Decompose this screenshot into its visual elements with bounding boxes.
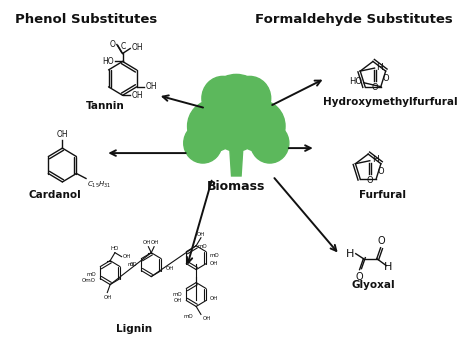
Text: OH: OH <box>173 298 182 303</box>
Text: Hydroxymethylfurfural: Hydroxymethylfurfural <box>323 97 457 107</box>
Text: O: O <box>129 262 134 266</box>
Text: Glyoxal: Glyoxal <box>351 280 395 290</box>
Text: OH: OH <box>123 254 131 259</box>
Text: O: O <box>371 83 378 92</box>
Text: Phenol Substitutes: Phenol Substitutes <box>15 12 157 26</box>
Text: O: O <box>356 272 364 282</box>
Text: Formaldehyde Substitutes: Formaldehyde Substitutes <box>255 12 453 26</box>
Text: Cardanol: Cardanol <box>28 190 81 200</box>
Text: O: O <box>366 176 373 185</box>
Text: OH: OH <box>197 232 205 237</box>
Text: OH: OH <box>151 240 159 245</box>
Text: OH: OH <box>210 296 218 301</box>
Text: H: H <box>384 262 392 272</box>
Text: OH: OH <box>56 130 68 139</box>
Circle shape <box>184 123 222 163</box>
Text: HO: HO <box>349 77 362 86</box>
Text: mO: mO <box>197 244 207 249</box>
Text: Furfural: Furfural <box>359 190 406 200</box>
Text: HO: HO <box>102 57 114 66</box>
Text: mO: mO <box>86 272 96 277</box>
Text: OH: OH <box>131 43 143 52</box>
Text: OH: OH <box>104 295 112 299</box>
Text: H: H <box>376 62 383 71</box>
Text: mO: mO <box>172 292 182 297</box>
Text: C: C <box>121 42 126 51</box>
Text: HO: HO <box>111 246 119 251</box>
Text: O: O <box>378 167 384 176</box>
Circle shape <box>251 123 289 163</box>
Text: mO: mO <box>127 262 137 267</box>
Circle shape <box>206 74 267 138</box>
Circle shape <box>228 76 271 120</box>
Text: O: O <box>378 236 385 246</box>
Circle shape <box>210 95 263 151</box>
Text: O: O <box>383 74 389 83</box>
Polygon shape <box>229 146 243 176</box>
Text: O: O <box>110 40 116 49</box>
Text: mO: mO <box>183 314 193 320</box>
Text: OH: OH <box>145 82 157 91</box>
Text: OH: OH <box>143 240 152 245</box>
Text: OH: OH <box>131 91 143 100</box>
Text: OH: OH <box>203 316 211 321</box>
Text: Tannin: Tannin <box>86 101 125 111</box>
Text: H: H <box>346 249 354 259</box>
Text: $C_{15}H_{31}$: $C_{15}H_{31}$ <box>87 179 111 190</box>
Circle shape <box>188 100 237 152</box>
Text: Lignin: Lignin <box>116 324 152 335</box>
Text: OmO: OmO <box>82 278 96 283</box>
Text: mO: mO <box>210 253 219 258</box>
Text: OH: OH <box>210 261 218 266</box>
Circle shape <box>202 76 244 120</box>
Text: H: H <box>372 155 378 164</box>
Circle shape <box>236 100 285 152</box>
Text: OH: OH <box>165 266 174 271</box>
Text: Biomass: Biomass <box>207 180 265 193</box>
